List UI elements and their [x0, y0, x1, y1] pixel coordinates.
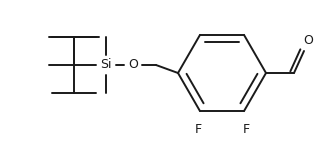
- Text: O: O: [128, 58, 138, 71]
- Text: O: O: [303, 35, 313, 47]
- Text: F: F: [242, 123, 250, 136]
- Text: Si: Si: [100, 58, 112, 71]
- Text: F: F: [194, 123, 202, 136]
